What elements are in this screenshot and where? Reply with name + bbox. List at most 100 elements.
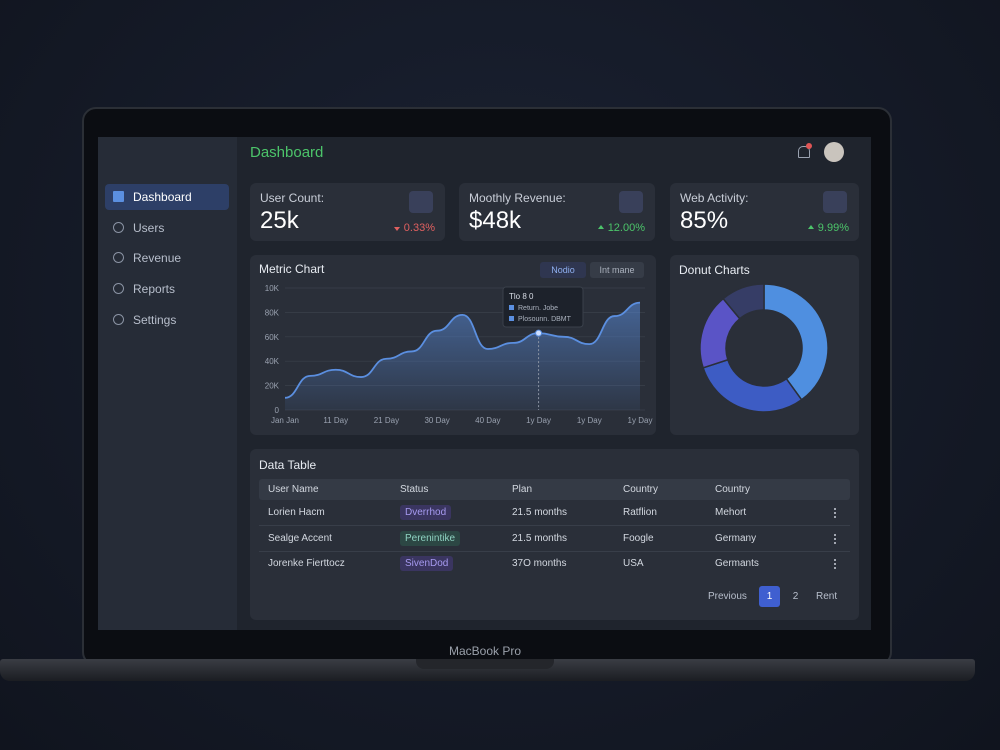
stat-change: 0.33%: [403, 222, 435, 234]
stat-card: User Count: 25k 0.33%: [250, 183, 445, 241]
sidebar-icon: [113, 313, 124, 325]
page-title: Dashboard: [250, 144, 324, 161]
stat-card: Moothly Revenue: $48k 12.00%: [459, 183, 655, 241]
hover-point: [535, 329, 543, 337]
stat-icon: [409, 191, 433, 213]
previous-button[interactable]: Previous: [708, 591, 747, 602]
row-menu-dot: [834, 516, 836, 518]
notification-dot: [806, 143, 812, 149]
sidebar-item[interactable]: Reports: [105, 276, 229, 302]
x-tick-label: 21 Day: [374, 416, 399, 425]
table-cell: Ratflion: [623, 507, 657, 518]
table-cell: Foogle: [623, 532, 654, 544]
stat-value: 25k: [260, 207, 299, 234]
stat-icon: [823, 191, 847, 213]
trend-arrow: [598, 225, 604, 229]
sidebar-label: Revenue: [133, 251, 182, 266]
trend-arrow: [394, 227, 400, 231]
sidebar-label: Dashboard: [133, 190, 192, 204]
x-tick-label: Jan Jan: [271, 416, 299, 425]
sidebar-item[interactable]: Settings: [105, 307, 229, 333]
page-button[interactable]: 1: [759, 586, 780, 607]
avatar[interactable]: [824, 142, 844, 162]
chart-title: Metric Chart: [259, 262, 325, 276]
status-badge: Dverrhod: [400, 505, 452, 520]
tooltip-swatch: [509, 305, 514, 310]
laptop-base: [0, 659, 975, 681]
x-tick-label: 40 Day: [475, 416, 500, 425]
column-header: Plan: [512, 484, 533, 495]
table-cell: 37O months: [512, 558, 567, 570]
sidebar-label: Reports: [133, 282, 176, 297]
sidebar-icon: [113, 221, 124, 233]
stat-card: Web Activity: 85% 9.99%: [670, 183, 859, 241]
y-tick-label: 40K: [265, 357, 280, 366]
table-cell: Sealge Accent: [268, 532, 332, 544]
row-menu-dot: [834, 512, 836, 514]
stat-change: 9.99%: [817, 222, 849, 234]
sidebar-icon: [113, 283, 124, 295]
sidebar-icon: [113, 191, 124, 202]
stat-icon: [619, 191, 643, 213]
chart-control[interactable]: [540, 262, 586, 278]
tooltip: [502, 286, 584, 328]
table-cell: Germants: [715, 558, 759, 570]
row-menu-dot: [834, 541, 836, 544]
sidebar-item[interactable]: Users: [105, 215, 229, 241]
y-tick-label: 10K: [265, 284, 280, 293]
chart-control[interactable]: [590, 262, 644, 278]
row-menu-dot: [834, 559, 836, 562]
sidebar-label: Users: [133, 220, 165, 235]
tooltip-swatch: [509, 316, 514, 321]
stat-value: $48k: [469, 207, 522, 234]
stat-label: Moothly Revenue:: [469, 191, 566, 205]
stat-label: Web Activity:: [680, 191, 749, 205]
stat-label: User Count:: [260, 191, 325, 205]
trend-arrow: [808, 225, 814, 229]
table-cell: Mehort: [715, 507, 747, 518]
notification-bell[interactable]: [798, 146, 810, 158]
row-separator: [259, 550, 850, 552]
column-header: Country: [715, 484, 751, 495]
device-label: MacBook Pro: [448, 644, 522, 658]
table-cell: Jorenke Fierttocz: [268, 558, 345, 570]
sidebar-label: Settings: [133, 312, 177, 327]
chart-title: Donut Charts: [679, 263, 750, 277]
x-tick-label: 1y Day: [628, 416, 653, 425]
page-button[interactable]: 2: [792, 591, 799, 602]
next-button[interactable]: Rent: [816, 591, 838, 602]
sidebar-item[interactable]: Dashboard: [105, 184, 229, 210]
sidebar-item[interactable]: Revenue: [105, 245, 229, 271]
x-tick-label: 11 Day: [323, 416, 348, 425]
table-cell: 21.5 months: [512, 532, 568, 544]
stat-value: 85%: [680, 207, 729, 234]
donut-segment: [722, 283, 765, 320]
tooltip-title: Tlo 8 0: [509, 292, 534, 301]
donut-segment: [763, 283, 829, 401]
y-tick-label: 60K: [265, 333, 280, 342]
row-menu-dot: [834, 563, 836, 566]
area: [285, 302, 640, 410]
x-tick-label: 1y Day: [577, 416, 602, 425]
table-cell: Germany: [715, 532, 757, 544]
sidebar: [98, 137, 237, 630]
chart-control-label: Int mane: [599, 265, 634, 275]
row-menu-dot: [834, 567, 836, 570]
table-title: Data Table: [259, 458, 317, 472]
line: [284, 301, 641, 399]
tooltip-item: Return. Jobe: [518, 305, 558, 312]
donut-segment: [702, 358, 803, 413]
notch: [416, 659, 554, 669]
chart-control-label: Nodio: [551, 265, 575, 275]
table-cell: Lorien Hacm: [268, 507, 325, 518]
sidebar-icon: [113, 252, 124, 264]
column-header: Country: [623, 484, 659, 495]
row-menu-dot: [834, 508, 836, 510]
row-menu-dot: [834, 537, 836, 540]
status-badge: SivenDod: [400, 556, 454, 572]
table-cell: USA: [623, 558, 644, 570]
x-tick-label: 1y Day: [526, 416, 551, 425]
column-header: User Name: [268, 484, 319, 495]
